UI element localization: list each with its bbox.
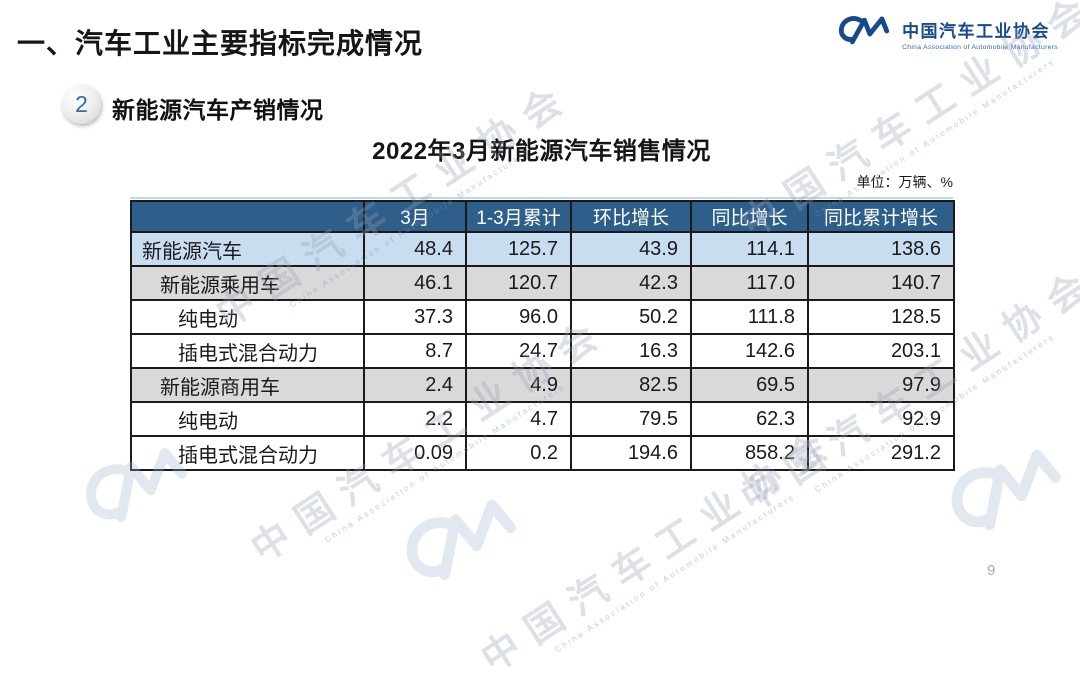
- watermark-monogram-icon: [936, 436, 1080, 553]
- table-title: 2022年3月新能源汽车销售情况: [372, 138, 711, 165]
- section-title: 新能源汽车产销情况: [112, 97, 324, 123]
- cell-value: 69.5: [690, 367, 809, 403]
- cell-value: 120.7: [465, 265, 572, 301]
- cell-value: 203.1: [807, 333, 955, 369]
- caam-logo: 中国汽车工业协会 China Association of Automobile…: [836, 13, 1058, 54]
- row-label: 新能源汽车: [130, 231, 365, 267]
- cell-value: 43.9: [570, 231, 692, 267]
- cell-value: 24.7: [465, 333, 572, 369]
- caam-name-cn: 中国汽车工业协会: [902, 21, 1051, 41]
- cell-value: 858.2: [690, 435, 809, 471]
- table-top-rule: [130, 197, 953, 199]
- cell-value: 8.7: [363, 333, 467, 369]
- cell-value: 138.6: [807, 231, 955, 267]
- page-number: 9: [987, 562, 996, 579]
- cell-value: 79.5: [570, 401, 692, 437]
- cell-value: 291.2: [807, 435, 955, 471]
- cell-value: 96.0: [465, 299, 572, 335]
- table-row-passenger-phev: 插电式混合动力 8.7 24.7 16.3 142.6 203.1: [130, 333, 955, 369]
- header-yoy-growth: 同比增长: [690, 200, 809, 233]
- cell-value: 37.3: [363, 299, 467, 335]
- sales-table: 3月 1-3月累计 环比增长 同比增长 同比累计增长 新能源汽车 48.4 12…: [130, 200, 955, 471]
- header-mom-growth: 环比增长: [570, 200, 692, 233]
- cell-value: 0.2: [465, 435, 572, 471]
- row-label: 纯电动: [130, 299, 365, 335]
- caam-name-en: China Association of Automobile Manufact…: [902, 43, 1058, 51]
- cell-value: 16.3: [570, 333, 692, 369]
- table-header-row: 3月 1-3月累计 环比增长 同比增长 同比累计增长: [130, 200, 955, 233]
- cell-value: 142.6: [690, 333, 809, 369]
- cell-value: 50.2: [570, 299, 692, 335]
- watermark-monogram-icon: [391, 486, 540, 603]
- row-label: 纯电动: [130, 401, 365, 437]
- cell-value: 114.1: [690, 231, 809, 267]
- cell-value: 42.3: [570, 265, 692, 301]
- unit-note: 单位：万辆、%: [856, 174, 953, 190]
- cell-value: 62.3: [690, 401, 809, 437]
- table-row-commercial-phev: 插电式混合动力 0.09 0.2 194.6 858.2 291.2: [130, 435, 955, 471]
- header-march: 3月: [363, 200, 467, 233]
- cell-value: 4.9: [465, 367, 572, 403]
- row-label: 插电式混合动力: [130, 435, 365, 471]
- cell-value: 2.4: [363, 367, 467, 403]
- cell-value: 140.7: [807, 265, 955, 301]
- row-label: 新能源乘用车: [130, 265, 365, 301]
- cell-value: 97.9: [807, 367, 955, 403]
- cell-value: 125.7: [465, 231, 572, 267]
- row-label: 插电式混合动力: [130, 333, 365, 369]
- cell-value: 46.1: [363, 265, 467, 301]
- cell-value: 117.0: [690, 265, 809, 301]
- cell-value: 194.6: [570, 435, 692, 471]
- cell-value: 82.5: [570, 367, 692, 403]
- cell-value: 92.9: [807, 401, 955, 437]
- cell-value: 4.7: [465, 401, 572, 437]
- row-label: 新能源商用车: [130, 367, 365, 403]
- cell-value: 2.2: [363, 401, 467, 437]
- header-ytd: 1-3月累计: [465, 200, 572, 233]
- page-title: 一、汽车工业主要指标完成情况: [17, 28, 424, 59]
- table-row-passenger-bev: 纯电动 37.3 96.0 50.2 111.8 128.5: [130, 299, 955, 335]
- header-yoy-cum-growth: 同比累计增长: [807, 200, 955, 233]
- caam-logo-text: 中国汽车工业协会 China Association of Automobile…: [902, 17, 1058, 51]
- watermark-subtext: China Association of Automobile Manufact…: [553, 491, 797, 655]
- cell-value: 111.8: [690, 299, 809, 335]
- cell-value: 0.09: [363, 435, 467, 471]
- table-row-nev-passenger: 新能源乘用车 46.1 120.7 42.3 117.0 140.7: [130, 265, 955, 301]
- table-row-nev-commercial: 新能源商用车 2.4 4.9 82.5 69.5 97.9: [130, 367, 955, 403]
- header-empty-cell: [130, 200, 365, 233]
- cell-value: 48.4: [363, 231, 467, 267]
- table-row-commercial-bev: 纯电动 2.2 4.7 79.5 62.3 92.9: [130, 401, 955, 437]
- caam-monogram-icon: [836, 13, 894, 54]
- slide: 一、汽车工业主要指标完成情况 中国汽车工业协会 China Associatio…: [17, 0, 1080, 681]
- cell-value: 128.5: [807, 299, 955, 335]
- table-row-nev-total: 新能源汽车 48.4 125.7 43.9 114.1 138.6: [130, 231, 955, 267]
- section-number-badge: 2: [62, 85, 101, 124]
